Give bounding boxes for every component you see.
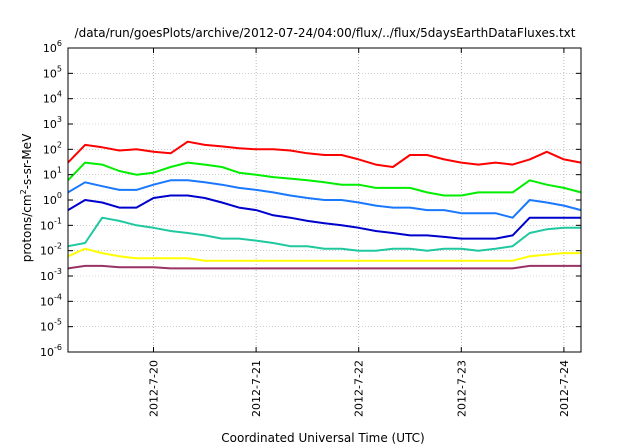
y-tick-exponent: 5 [57, 64, 62, 73]
y-axis-label-tail: -s-sr-MeV [20, 133, 34, 189]
y-tick-label: 100 [43, 191, 62, 207]
y-tick-exponent: -6 [54, 343, 62, 352]
y-tick-exponent: -3 [54, 267, 62, 276]
series-line-4 [67, 194, 581, 240]
x-tick-label: 2012-7-24 [558, 360, 571, 417]
y-tick-base: 10 [43, 118, 57, 131]
y-tick-label: 105 [43, 64, 62, 80]
y-tick-exponent: 2 [57, 140, 62, 149]
x-tick-label: 2012-7-21 [250, 360, 263, 417]
chart-title: /data/run/goesPlots/archive/2012-07-24/0… [75, 26, 576, 40]
series-line-5 [67, 216, 581, 252]
y-tick-base: 10 [43, 143, 57, 156]
y-tick-label: 10-2 [40, 242, 62, 258]
y-tick-exponent: 1 [57, 166, 62, 175]
x-axis-label: Coordinated Universal Time (UTC) [221, 431, 424, 445]
y-axis-label: protons/cm2-s-sr-MeV [19, 133, 34, 262]
y-tick-exponent: -2 [54, 242, 62, 251]
x-tick-label: 2012-7-20 [148, 360, 161, 417]
series-line-1 [67, 140, 582, 168]
y-tick-exponent: 6 [57, 39, 62, 48]
y-tick-base: 10 [40, 245, 54, 258]
y-tick-label: 106 [43, 39, 62, 55]
series-line-7 [67, 264, 581, 270]
y-tick-label: 10-4 [40, 292, 62, 308]
y-tick-base: 10 [43, 194, 57, 207]
y-tick-base: 10 [40, 219, 54, 232]
y-tick-exponent: -1 [54, 216, 62, 225]
series-layer [67, 140, 582, 270]
y-tick-base: 10 [40, 346, 54, 359]
y-tick-exponent: -4 [54, 292, 62, 301]
y-tick-base: 10 [40, 270, 54, 283]
y-tick-label: 104 [43, 90, 62, 106]
y-axis-label-main: protons/cm [20, 194, 34, 262]
y-tick-base: 10 [43, 169, 57, 182]
y-tick-label: 101 [43, 166, 62, 182]
y-tick-label: 10-1 [40, 216, 62, 232]
y-tick-exponent: 3 [57, 115, 62, 124]
y-tick-base: 10 [43, 42, 57, 55]
y-tick-base: 10 [40, 295, 54, 308]
y-tick-label: 10-3 [40, 267, 62, 283]
y-tick-label: 10-5 [40, 318, 62, 334]
series-line-2 [67, 161, 582, 197]
y-axis-label-sup: 2 [19, 189, 28, 194]
series-line-6 [67, 247, 581, 262]
y-tick-exponent: 0 [57, 191, 62, 200]
y-tick-base: 10 [43, 93, 57, 106]
y-tick-base: 10 [43, 67, 57, 80]
x-tick-label: 2012-7-22 [353, 360, 366, 417]
y-tick-label: 10-6 [40, 343, 62, 359]
x-tick-label: 2012-7-23 [455, 360, 468, 417]
y-tick-label: 102 [43, 140, 62, 156]
y-tick-base: 10 [40, 321, 54, 334]
y-axis-ticks: 10-610-510-410-310-210-11001011021031041… [40, 39, 581, 359]
x-axis-ticks: 2012-7-20 2012-7-21 2012-7-22 2012-7-23 2012… [148, 48, 571, 417]
y-tick-exponent: -5 [54, 318, 62, 327]
y-tick-label: 103 [43, 115, 62, 131]
y-tick-exponent: 4 [57, 90, 62, 99]
series-line-3 [67, 179, 582, 219]
